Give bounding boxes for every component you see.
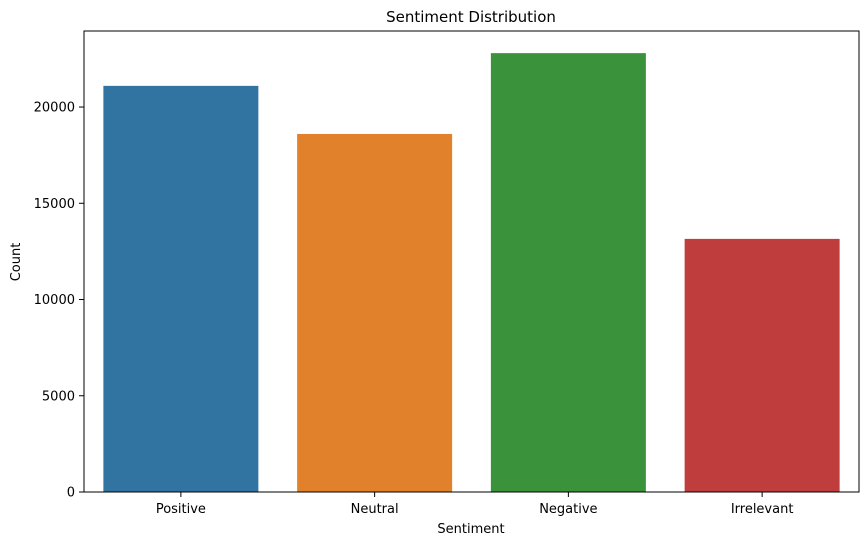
y-axis-title: Count: [9, 243, 24, 282]
bar-neutral: [297, 133, 453, 492]
plot-frame: [83, 30, 860, 493]
bar-negative: [490, 53, 646, 492]
x-axis-title: Sentiment: [437, 522, 504, 537]
y-tick-label: 20000: [34, 101, 75, 116]
chart-title: Sentiment Distribution: [386, 8, 556, 26]
x-tick-label: Positive: [156, 502, 206, 517]
x-tick-label: Neutral: [351, 502, 399, 517]
x-axis-ticks: Positive Neutral Negative Irrelevant: [156, 492, 794, 517]
y-tick-label: 0: [67, 486, 75, 501]
y-tick-label: 10000: [34, 293, 75, 308]
x-tick-label: Negative: [539, 502, 597, 517]
y-tick-label: 5000: [42, 389, 75, 404]
bar-irrelevant: [684, 238, 840, 492]
x-tick-label: Irrelevant: [731, 502, 794, 517]
y-axis-ticks: 0 5000 10000 15000 20000: [34, 101, 84, 501]
y-tick-label: 15000: [34, 197, 75, 212]
bar-positive: [103, 85, 259, 493]
bars-group: [103, 53, 840, 493]
